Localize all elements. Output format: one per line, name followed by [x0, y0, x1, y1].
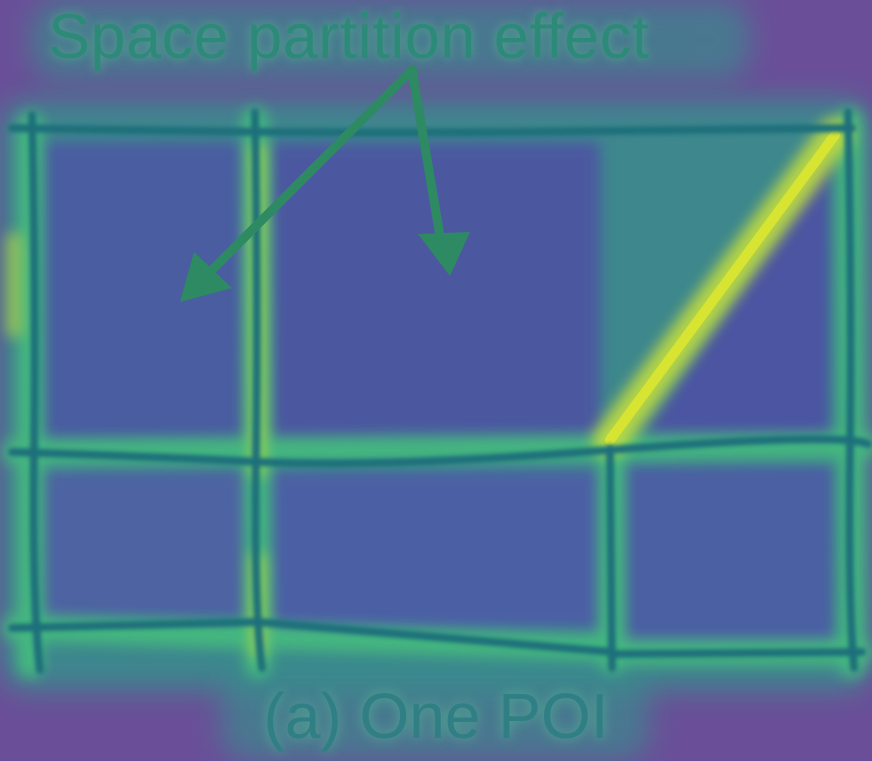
- figure-caption: (a) One POI: [263, 680, 609, 752]
- grid-line-right: [844, 108, 858, 672]
- annotation-arrows: [180, 65, 470, 302]
- title-halo: [30, 0, 750, 80]
- region-bottom-middle: [270, 470, 600, 630]
- caption-halo: [220, 670, 650, 761]
- grid-line-inner: [251, 108, 266, 672]
- grid-line-left: [28, 111, 44, 674]
- diagonal-edge: [605, 130, 840, 445]
- grid-line-top: [8, 124, 856, 137]
- region-bottom-right: [624, 465, 834, 645]
- arrow-to-top-left-region: [180, 65, 417, 302]
- grid-line-bottom-right: [608, 648, 866, 658]
- arrow-to-top-middle-region: [407, 65, 470, 276]
- partition-regions: [42, 142, 834, 645]
- region-bottom-left: [42, 470, 248, 620]
- annotation-text: Space partition effect: [48, 2, 650, 72]
- grid-lines: [8, 108, 872, 674]
- grid-line-middle: [8, 435, 872, 468]
- grid-line-lower-right: [606, 444, 616, 672]
